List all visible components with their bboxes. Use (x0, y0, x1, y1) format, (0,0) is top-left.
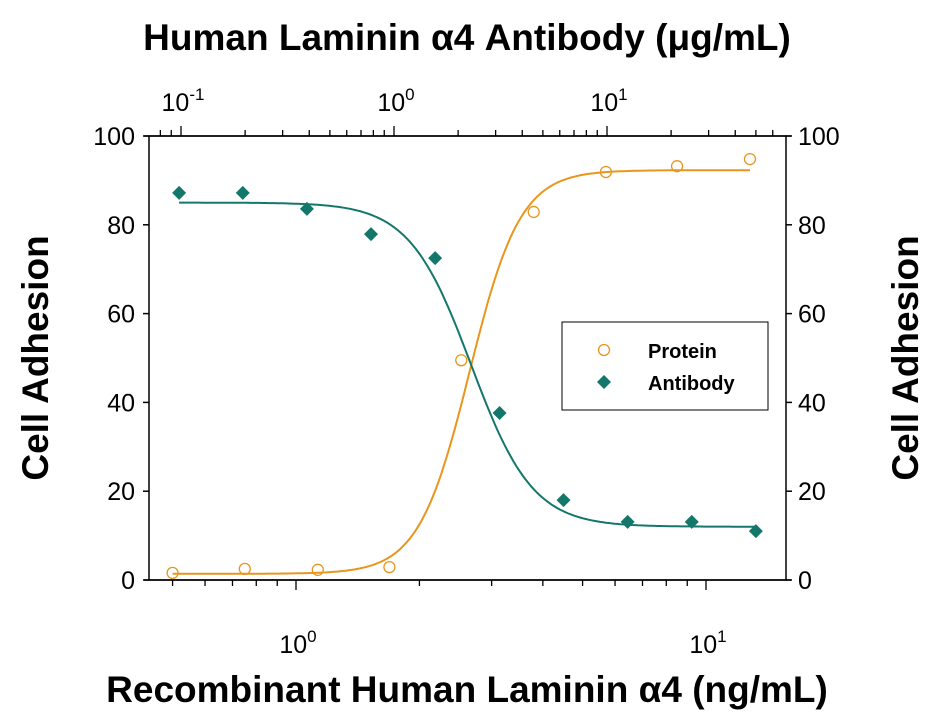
left-y-tick-label: 40 (107, 389, 135, 417)
legend: Protein Antibody (561, 321, 769, 411)
right-y-tick-label: 60 (798, 301, 826, 329)
protein-data-point (670, 160, 684, 173)
protein-data-point (743, 152, 757, 166)
left-y-tick-label: 60 (107, 301, 135, 329)
antibody-data-point (684, 514, 699, 529)
protein-data-point (599, 165, 613, 179)
top-x-tick-label: 101 (590, 85, 627, 117)
legend-protein-marker (597, 343, 611, 357)
legend-protein-label: Protein (648, 341, 717, 363)
right-y-tick-label: 0 (798, 567, 812, 595)
antibody-data-point (364, 227, 379, 242)
legend-antibody-label: Antibody (648, 373, 736, 395)
left-y-tick-label: 100 (93, 123, 135, 151)
top-x-tick-label: 100 (377, 85, 414, 117)
right-y-tick-label: 80 (798, 212, 826, 240)
protein-data-point (455, 354, 468, 367)
antibody-data-point (235, 185, 250, 200)
bottom-x-tick-label: 101 (689, 627, 726, 659)
protein-data-point (166, 566, 179, 580)
protein-data-point (238, 562, 251, 576)
protein-data-point (311, 563, 324, 576)
left-y-tick-label: 80 (107, 212, 135, 240)
right-y-tick-label: 20 (798, 478, 826, 506)
protein-data-point (383, 560, 396, 574)
antibody-data-point (172, 185, 187, 200)
bottom-x-tick-label: 100 (279, 627, 316, 659)
left-y-tick-label: 0 (121, 567, 135, 595)
antibody-data-point (428, 251, 443, 266)
right-y-tick-label: 100 (798, 123, 840, 151)
protein-data-point (527, 205, 540, 219)
top-axis-title: Human Laminin α4 Antibody (μg/mL) (143, 17, 791, 58)
right-y-axis-title: Cell Adhesion (885, 235, 926, 480)
antibody-data-point (492, 406, 507, 421)
legend-box (561, 321, 769, 411)
antibody-data-point (299, 201, 314, 216)
antibody-data-point (556, 493, 571, 508)
top-x-tick-label: 10-1 (162, 85, 205, 117)
antibody-data-point (748, 524, 763, 539)
antibody-fit-curve (179, 201, 756, 528)
bottom-axis-title: Recombinant Human Laminin α4 (ng/mL) (106, 669, 828, 710)
right-y-tick-label: 40 (798, 389, 826, 417)
left-y-tick-label: 20 (107, 478, 135, 506)
protein-fit-curve (172, 169, 750, 575)
antibody-data-point (620, 514, 635, 529)
left-y-axis-title: Cell Adhesion (15, 235, 56, 480)
legend-antibody-marker (597, 375, 611, 389)
